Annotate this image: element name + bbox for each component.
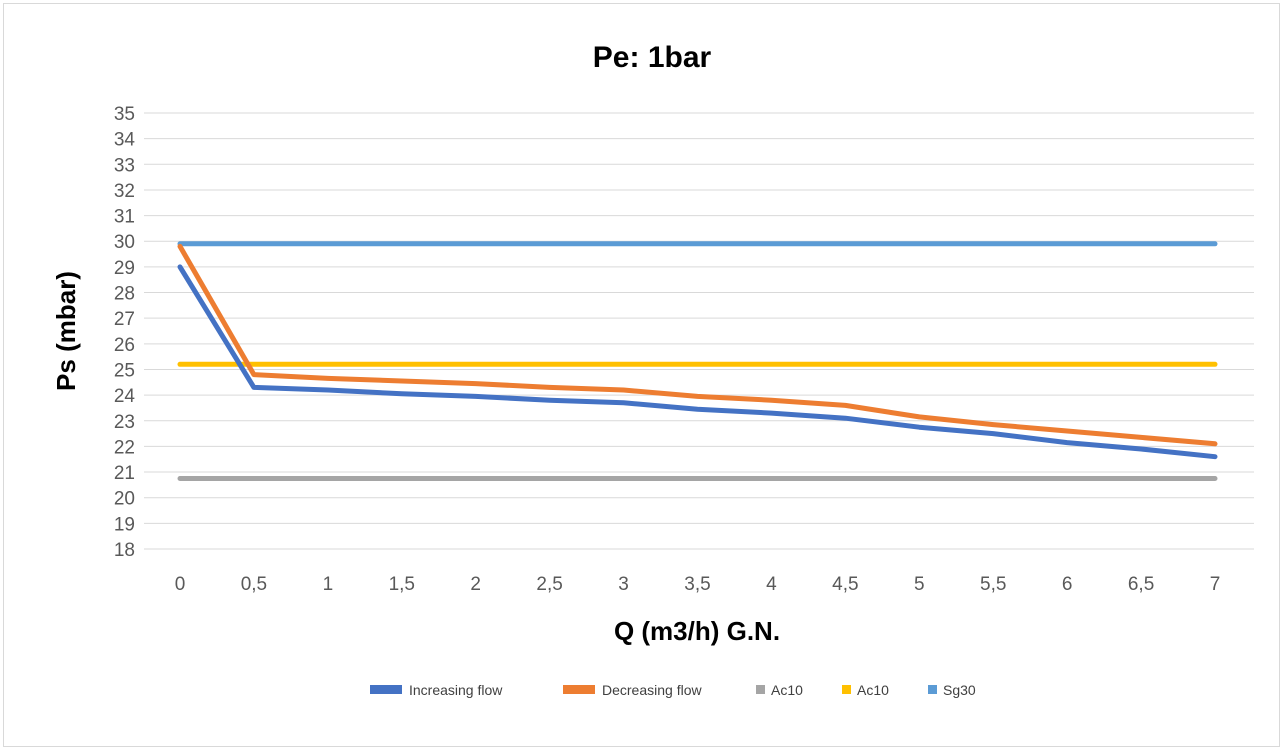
y-tick-label: 28 <box>114 284 135 305</box>
x-tick-label: 2 <box>470 574 481 595</box>
y-tick-label: 18 <box>114 540 135 561</box>
y-tick-label: 31 <box>114 207 135 228</box>
y-tick-label: 20 <box>114 489 135 510</box>
legend-label-4: Sg30 <box>943 682 976 698</box>
x-tick-label: 5 <box>914 574 925 595</box>
x-tick-labels: 0 0,5 1 1,5 2 2,5 3 3,5 4 4,5 5 5,5 6 6,5 7 <box>175 574 1221 595</box>
y-tick-label: 33 <box>114 155 135 176</box>
y-tick-label: 27 <box>114 309 135 330</box>
y-tick-label: 30 <box>114 232 135 253</box>
x-tick-label: 4,5 <box>832 574 858 595</box>
y-tick-label: 34 <box>114 130 136 151</box>
x-tick-label: 1,5 <box>389 574 415 595</box>
x-tick-label: 1 <box>323 574 334 595</box>
y-tick-label: 32 <box>114 181 135 202</box>
legend-swatch-3 <box>842 685 851 694</box>
y-tick-label: 29 <box>114 258 135 279</box>
legend: Increasing flow Decreasing flow Ac10 Ac10 Sg… <box>370 682 976 698</box>
x-axis-title: Q (m3/h) G.N. <box>614 616 780 646</box>
series-line-1 <box>177 243 1218 447</box>
x-tick-label: 3 <box>618 574 629 595</box>
gridlines <box>144 112 1254 550</box>
x-tick-label: 6 <box>1062 574 1073 595</box>
y-tick-label: 22 <box>114 437 135 458</box>
y-tick-label: 19 <box>114 514 135 535</box>
legend-swatch-2 <box>756 685 765 694</box>
legend-swatch-1 <box>563 685 595 694</box>
y-tick-label: 21 <box>114 463 135 484</box>
x-tick-label: 0 <box>175 574 186 595</box>
y-tick-label: 24 <box>114 386 136 407</box>
y-tick-label: 35 <box>114 104 135 125</box>
x-tick-label: 2,5 <box>536 574 562 595</box>
x-tick-label: 0,5 <box>241 574 267 595</box>
x-tick-label: 7 <box>1210 574 1221 595</box>
series-lines <box>177 241 1218 481</box>
y-tick-label: 25 <box>114 360 135 381</box>
chart-title: Pe: 1bar <box>593 41 712 74</box>
y-tick-labels: 18 19 20 21 22 23 24 25 26 27 28 29 30 31 32 33 34 35 <box>114 104 136 561</box>
legend-label-1: Decreasing flow <box>602 682 702 698</box>
x-tick-label: 3,5 <box>684 574 710 595</box>
x-tick-label: 4 <box>766 574 777 595</box>
y-axis-title: Ps (mbar) <box>51 271 81 391</box>
series-line-0 <box>177 264 1218 460</box>
legend-swatch-0 <box>370 685 402 694</box>
y-tick-label: 23 <box>114 412 135 433</box>
legend-label-2: Ac10 <box>771 682 803 698</box>
x-tick-label: 5,5 <box>980 574 1006 595</box>
chart-frame <box>3 3 1280 747</box>
legend-label-3: Ac10 <box>857 682 889 698</box>
y-tick-label: 26 <box>114 335 135 356</box>
x-tick-label: 6,5 <box>1128 574 1154 595</box>
legend-swatch-4 <box>928 685 937 694</box>
legend-label-0: Increasing flow <box>409 682 503 698</box>
